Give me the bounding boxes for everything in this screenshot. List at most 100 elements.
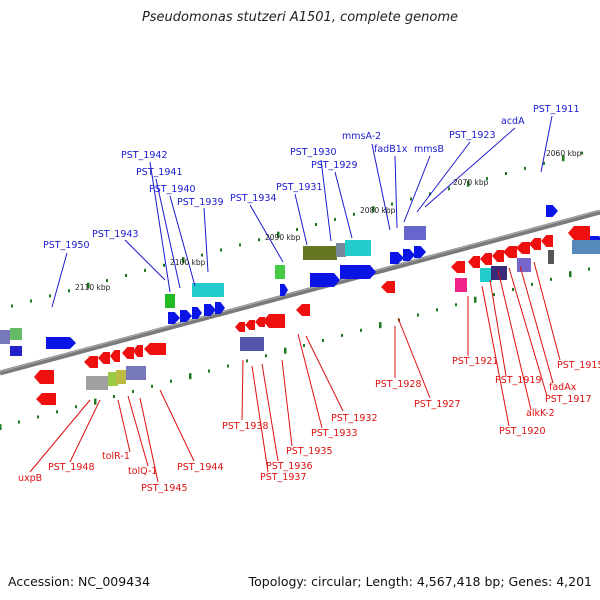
scale-tick (125, 273, 127, 277)
scale-tick (151, 384, 153, 388)
gene-label[interactable]: PST_1938 (222, 421, 269, 432)
gene-label[interactable]: PST_1915 (557, 360, 600, 371)
gene-block (404, 226, 426, 240)
gene-label[interactable]: PST_1920 (499, 426, 546, 437)
gene-arrow (414, 246, 426, 258)
gene-block (336, 243, 346, 257)
gene-label[interactable]: tolR-1 (102, 451, 130, 462)
gene-label[interactable]: PST_1917 (545, 394, 592, 405)
gene-arrow (215, 302, 225, 314)
leader-line (481, 285, 510, 427)
gene-arrow (204, 304, 216, 316)
accession-text: Accession: NC_009434 (8, 574, 151, 589)
gene-block (86, 376, 108, 390)
gene-label[interactable]: PST_1932 (331, 413, 378, 424)
scale-tick (208, 369, 210, 373)
gene-label[interactable]: fadB1x (374, 144, 408, 155)
scale-tick (284, 347, 287, 354)
tick-row-top (11, 151, 583, 308)
leader-line (334, 171, 353, 239)
gene-track (0, 205, 600, 405)
gene-label[interactable]: PST_1933 (311, 428, 358, 439)
gene-label[interactable]: PST_1950 (43, 240, 90, 251)
scale-tick (296, 228, 298, 232)
gene-label[interactable]: PST_1911 (533, 104, 580, 115)
leader-line (403, 155, 431, 223)
gene-label[interactable]: PST_1919 (495, 375, 542, 386)
gene-arrow (46, 337, 76, 349)
leader-line (29, 399, 91, 473)
scale-tick (581, 151, 583, 155)
scale-tick (322, 338, 324, 342)
gene-label[interactable]: mmsA-2 (342, 131, 381, 142)
gene-arrow (568, 226, 590, 240)
gene-label[interactable]: acdA (501, 116, 525, 127)
gene-label[interactable]: PST_1928 (375, 379, 422, 390)
scale-tick (18, 420, 20, 424)
leader-line (424, 127, 516, 208)
gene-label[interactable]: PST_1923 (449, 130, 496, 141)
gene-label[interactable]: fadAx (549, 382, 577, 393)
gene-block (480, 268, 492, 282)
leader-line (533, 261, 561, 361)
leader-line (416, 141, 471, 213)
leader-line (251, 365, 269, 473)
gene-label[interactable]: PST_1948 (48, 462, 95, 473)
gene-arrow (98, 352, 110, 364)
gene-block (303, 246, 337, 260)
gene-label[interactable]: PST_1939 (177, 197, 224, 208)
scale-tick (493, 293, 495, 297)
scale-tick (543, 161, 545, 165)
leader-line (69, 399, 101, 463)
gene-label[interactable]: PST_1942 (121, 150, 168, 161)
gene-label[interactable]: PST_1927 (414, 399, 461, 410)
gene-label[interactable]: PST_1935 (286, 446, 333, 457)
scale-tick (49, 294, 51, 298)
leader-line (51, 252, 68, 308)
kbp-label: 2090 kbp (265, 233, 301, 242)
gene-label[interactable]: PST_1936 (266, 461, 313, 472)
scale-tick (258, 238, 260, 242)
gene-arrow (381, 281, 395, 293)
gene-label[interactable]: PST_1929 (311, 160, 358, 171)
gene-arrow (180, 310, 192, 322)
gene-label[interactable]: PST_1934 (230, 193, 277, 204)
gene-label[interactable]: PST_1937 (260, 472, 307, 483)
leader-line (497, 269, 532, 411)
gene-label[interactable]: PST_1941 (136, 167, 183, 178)
scale-tick (531, 282, 533, 286)
scale-tick (144, 268, 146, 272)
scale-tick (56, 410, 58, 414)
leader-line (169, 195, 196, 287)
bottom-gene-labels: PST_1915 fadAx PST_1917 alkK-2 PST_1920 … (18, 356, 600, 494)
gene-label[interactable]: PST_1930 (290, 147, 337, 158)
gene-label[interactable]: PST_1943 (92, 229, 139, 240)
leader-line (371, 143, 391, 231)
scale-tick (87, 282, 90, 289)
gene-label[interactable]: PST_1921 (452, 356, 499, 367)
leader-line (394, 155, 398, 229)
genome-summary-text: Topology: circular; Length: 4,567,418 bp… (248, 574, 592, 589)
gene-label[interactable]: alkK-2 (526, 408, 555, 419)
gene-arrow (263, 314, 285, 328)
scale-tick (189, 373, 192, 380)
top-gene-labels: PST_1911 acdA PST_1923 mmsB fadB1x mmsA-… (43, 104, 580, 251)
scale-tick (227, 364, 229, 368)
scale-tick (239, 243, 241, 247)
gene-block (108, 372, 118, 386)
gene-block (10, 328, 22, 340)
gene-arrow (110, 350, 120, 362)
gene-label[interactable]: tolQ-1 (128, 466, 157, 477)
gene-label[interactable]: PST_1931 (276, 182, 323, 193)
leader-line (397, 317, 431, 399)
scale-tick (246, 359, 248, 363)
gene-arrow (296, 304, 310, 316)
gene-arrow (245, 320, 255, 330)
gene-label[interactable]: mmsB (414, 144, 444, 155)
gene-label[interactable]: PST_1940 (149, 184, 196, 195)
gene-arrow (255, 317, 265, 327)
gene-label[interactable]: PST_1945 (141, 483, 188, 494)
scale-tick (11, 304, 13, 308)
gene-label[interactable]: PST_1944 (177, 462, 224, 473)
gene-label[interactable]: uxpB (18, 473, 42, 484)
